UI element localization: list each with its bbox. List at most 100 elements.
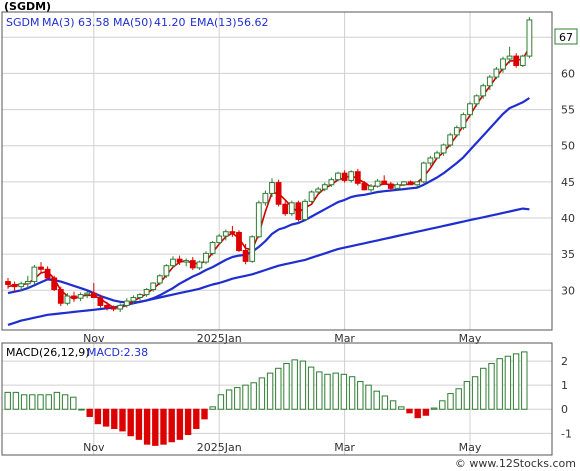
macd-bar-positive bbox=[365, 384, 372, 410]
candle-up bbox=[77, 294, 84, 299]
candle-up bbox=[150, 282, 157, 291]
candle-down bbox=[229, 231, 236, 234]
macd-bar-positive bbox=[512, 353, 520, 410]
candle-down bbox=[90, 292, 97, 298]
candle-up bbox=[137, 294, 143, 298]
legend-ema13-label: EMA(13) bbox=[190, 16, 237, 29]
macd-bar-positive bbox=[324, 373, 331, 410]
candle-down bbox=[354, 171, 361, 184]
candle-up bbox=[24, 281, 31, 285]
candle-up bbox=[156, 275, 163, 284]
macd-bar-negative bbox=[201, 408, 208, 420]
candle-down bbox=[236, 231, 242, 252]
candle-up bbox=[183, 260, 190, 263]
candle-up bbox=[18, 283, 25, 288]
macd-bar-positive bbox=[480, 367, 487, 410]
candle-down bbox=[176, 258, 183, 263]
candle-down bbox=[295, 202, 302, 220]
watermark: © www.12Stocks.com bbox=[455, 457, 576, 470]
candle-up bbox=[427, 157, 434, 164]
macd-bar-positive bbox=[258, 377, 266, 410]
price-y-tick-label: 45 bbox=[561, 176, 575, 189]
ma50-line bbox=[7, 207, 530, 326]
macd-bar-negative bbox=[406, 408, 413, 414]
candle-up bbox=[526, 19, 533, 57]
legend-ma50-value: 41.20 bbox=[154, 16, 186, 29]
price-x-tick-label: Nov bbox=[83, 332, 105, 345]
candle-down bbox=[104, 304, 110, 309]
macd-bar-negative bbox=[102, 408, 110, 427]
candle-down bbox=[110, 307, 117, 310]
macd-bar-positive bbox=[504, 355, 512, 410]
macd-bar-positive bbox=[78, 408, 85, 411]
ticker-title: (SGDM) bbox=[4, 0, 51, 13]
price-y-tick-label: 35 bbox=[561, 248, 575, 261]
macd-bar-positive bbox=[389, 400, 397, 410]
macd-bar-positive bbox=[291, 359, 298, 410]
candle-down bbox=[97, 296, 104, 306]
candle-up bbox=[328, 179, 335, 186]
macd-y-tick-label: 1 bbox=[561, 379, 568, 392]
candle-down bbox=[407, 181, 414, 186]
macd-bar-positive bbox=[488, 362, 495, 410]
candle-up bbox=[414, 181, 421, 186]
price-x-tick-label: May bbox=[459, 332, 482, 345]
candle-up bbox=[519, 55, 526, 66]
price-x-tick-label: 2025Jan bbox=[197, 332, 242, 345]
price-legend: SGDM MA(3) 63.58 MA(50) 41.20 EMA(13) 56… bbox=[6, 16, 269, 29]
candle-up bbox=[394, 184, 401, 189]
macd-bar-negative bbox=[184, 408, 192, 436]
candle-down bbox=[381, 180, 388, 185]
candle-down bbox=[387, 183, 394, 189]
candle-down bbox=[38, 266, 44, 270]
price-x-axis: Nov2025JanMarMayJulSep bbox=[83, 332, 482, 345]
macd-bar-negative bbox=[143, 408, 151, 445]
macd-bar-positive bbox=[496, 358, 503, 410]
candle-up bbox=[434, 152, 440, 159]
legend-ma50-label: MA(50) bbox=[113, 16, 153, 29]
candle-up bbox=[84, 292, 91, 296]
macd-bar-positive bbox=[20, 394, 28, 410]
macd-y-tick-label: -1 bbox=[561, 427, 572, 440]
candle-up bbox=[315, 188, 322, 193]
macd-bar-positive bbox=[373, 390, 380, 410]
candle-down bbox=[44, 268, 51, 279]
candle-up bbox=[401, 181, 407, 186]
macd-y-tick-label: 2 bbox=[561, 355, 568, 368]
macd-bar-positive bbox=[37, 394, 44, 410]
candle-up bbox=[460, 114, 467, 129]
candle-up bbox=[31, 266, 38, 283]
macd-bar-positive bbox=[61, 394, 69, 410]
macd-bar-positive bbox=[430, 407, 438, 410]
candle-up bbox=[255, 202, 262, 238]
macd-bar-positive bbox=[266, 372, 274, 410]
macd-bar-negative bbox=[193, 408, 200, 430]
macd-bar-negative bbox=[127, 408, 134, 437]
candle-up bbox=[143, 289, 150, 296]
macd-bar-positive bbox=[217, 394, 225, 410]
candle-up bbox=[374, 180, 381, 187]
candle-down bbox=[5, 281, 11, 285]
macd-bar-positive bbox=[463, 381, 471, 410]
macd-bar-positive bbox=[316, 371, 323, 410]
macd-bar-negative bbox=[160, 408, 167, 445]
candle-up bbox=[321, 184, 328, 190]
macd-bar-negative bbox=[176, 408, 184, 440]
candle-up bbox=[486, 76, 493, 87]
price-y-tick-label: 50 bbox=[561, 140, 575, 153]
macd-bar-positive bbox=[283, 362, 290, 410]
macd-bar-negative bbox=[94, 408, 102, 425]
candle-up bbox=[335, 172, 341, 181]
macd-bar-positive bbox=[348, 376, 356, 410]
candle-up bbox=[209, 242, 216, 254]
candle-up bbox=[506, 55, 513, 60]
candle-down bbox=[51, 277, 58, 291]
candle-up bbox=[170, 258, 176, 267]
macd-bar-negative bbox=[422, 408, 430, 416]
macd-bar-positive bbox=[45, 394, 52, 410]
candle-down bbox=[275, 182, 282, 205]
macd-bar-negative bbox=[111, 408, 118, 430]
macd-bar-positive bbox=[4, 391, 11, 410]
candle-up bbox=[203, 252, 209, 263]
macd-bar-negative bbox=[168, 408, 175, 443]
